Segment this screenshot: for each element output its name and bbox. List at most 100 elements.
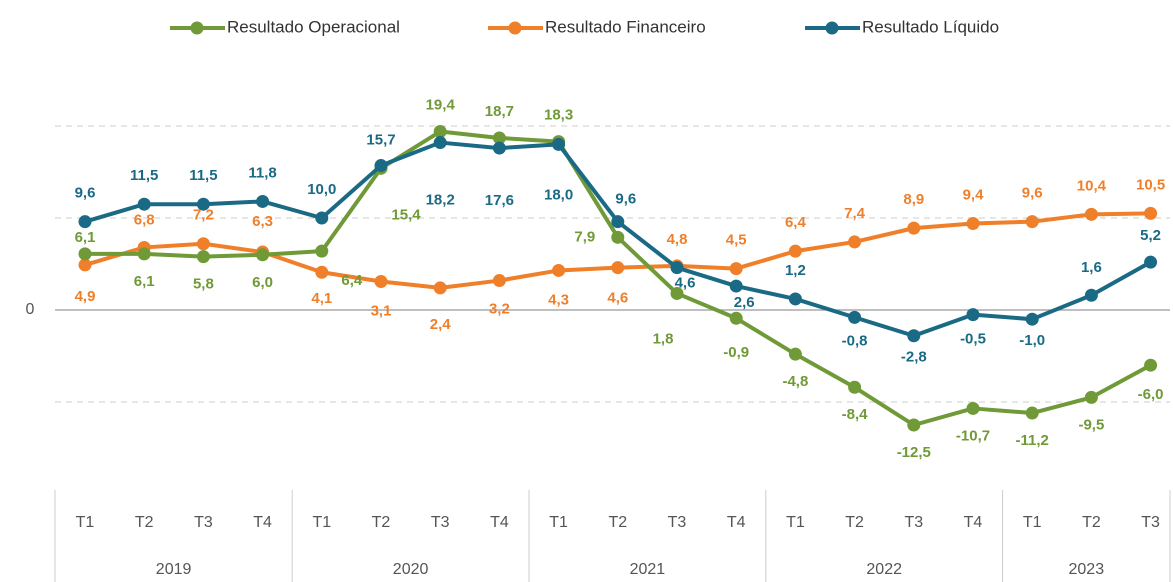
x-tick-label: T4: [490, 514, 509, 531]
data-label: 7,9: [574, 228, 595, 245]
data-point: [729, 311, 743, 325]
data-label: 4,1: [311, 290, 332, 307]
x-tick-label: T4: [964, 514, 983, 531]
series-line: [85, 129, 1152, 427]
x-tick-label: T1: [1023, 514, 1042, 531]
x-group-label: 2019: [156, 561, 192, 578]
data-point: [848, 235, 862, 249]
data-point: [848, 380, 862, 394]
data-label: 6,0: [252, 274, 273, 291]
data-label: 4,3: [548, 291, 569, 308]
data-label: 2,4: [430, 316, 452, 333]
data-label: 5,8: [193, 276, 214, 293]
data-point: [78, 215, 92, 229]
legend-label: Resultado Operacional: [227, 17, 400, 36]
data-point: [315, 244, 329, 258]
x-tick-label: T3: [904, 514, 923, 531]
data-label: 6,8: [134, 211, 155, 228]
data-label: 1,2: [785, 262, 806, 279]
data-label: -0,5: [960, 331, 986, 348]
x-tick-label: T2: [1082, 514, 1101, 531]
data-label: 1,6: [1081, 259, 1102, 276]
data-label: 18,0: [544, 186, 573, 203]
data-label: -12,5: [897, 444, 931, 461]
x-tick-label: T3: [194, 514, 213, 531]
legend-marker: [190, 21, 204, 35]
data-point: [1084, 207, 1098, 221]
data-point: [78, 258, 92, 272]
data-label: 3,1: [371, 302, 392, 319]
x-tick-label: T2: [845, 514, 864, 531]
x-tick-label: T4: [727, 514, 746, 531]
data-point: [137, 197, 151, 211]
data-point: [966, 217, 980, 231]
data-label: 6,1: [134, 273, 155, 290]
data-label: 11,8: [248, 164, 276, 181]
data-label: 7,2: [193, 207, 214, 224]
data-label: -10,7: [956, 427, 990, 444]
x-tick-label: T2: [372, 514, 391, 531]
data-point: [374, 159, 388, 173]
data-point: [492, 274, 506, 288]
data-label: 9,6: [1022, 185, 1043, 202]
data-point: [1025, 406, 1039, 420]
data-point: [1025, 312, 1039, 326]
data-label: 2,6: [734, 294, 755, 311]
data-label: -1,0: [1019, 332, 1045, 349]
data-point: [788, 347, 802, 361]
legend-label: Resultado Líquido: [862, 17, 999, 36]
data-label: 4,6: [675, 275, 696, 292]
data-label: 9,4: [963, 186, 985, 203]
data-point: [788, 292, 802, 306]
x-tick-label: T1: [549, 514, 568, 531]
data-point: [196, 237, 210, 251]
data-label: 9,6: [615, 191, 636, 208]
data-label: 19,4: [426, 96, 456, 113]
data-point: [907, 329, 921, 343]
data-label: 15,7: [366, 132, 395, 149]
data-point: [1144, 255, 1158, 269]
legend-label: Resultado Financeiro: [545, 17, 706, 36]
data-point: [1084, 288, 1098, 302]
data-label: 9,6: [75, 185, 96, 202]
data-label: -6,0: [1138, 386, 1164, 403]
data-point: [788, 244, 802, 258]
x-tick-label: T3: [1141, 514, 1160, 531]
data-label: -0,9: [723, 344, 749, 361]
data-label: 5,2: [1140, 227, 1161, 244]
data-label: -9,5: [1078, 416, 1104, 433]
data-label: 10,5: [1136, 176, 1165, 193]
x-group-label: 2021: [630, 561, 666, 578]
data-point: [433, 136, 447, 150]
data-point: [315, 211, 329, 225]
data-label: 18,2: [426, 192, 455, 209]
x-tick-label: T2: [135, 514, 154, 531]
data-label: 15,4: [391, 206, 421, 223]
data-point: [256, 248, 270, 262]
data-label: -4,8: [782, 373, 808, 390]
data-point: [670, 261, 684, 275]
data-point: [611, 215, 625, 229]
data-point: [670, 286, 684, 300]
data-label: 8,9: [903, 191, 924, 208]
x-group-label: 2022: [866, 561, 902, 578]
data-point: [966, 308, 980, 322]
data-label: 10,4: [1077, 177, 1107, 194]
data-label: 11,5: [130, 167, 158, 184]
x-tick-label: T1: [76, 514, 95, 531]
data-point: [78, 247, 92, 261]
data-point: [374, 274, 388, 288]
data-point: [729, 279, 743, 293]
data-label: -0,8: [842, 332, 868, 349]
data-point: [1144, 206, 1158, 220]
data-label: 4,6: [607, 290, 628, 307]
x-group-label: 2020: [393, 561, 429, 578]
data-point: [315, 265, 329, 279]
data-point: [611, 261, 625, 275]
data-label: 17,6: [485, 192, 514, 209]
x-tick-label: T3: [431, 514, 450, 531]
x-tick-label: T1: [786, 514, 805, 531]
data-point: [196, 197, 210, 211]
data-point: [848, 310, 862, 324]
